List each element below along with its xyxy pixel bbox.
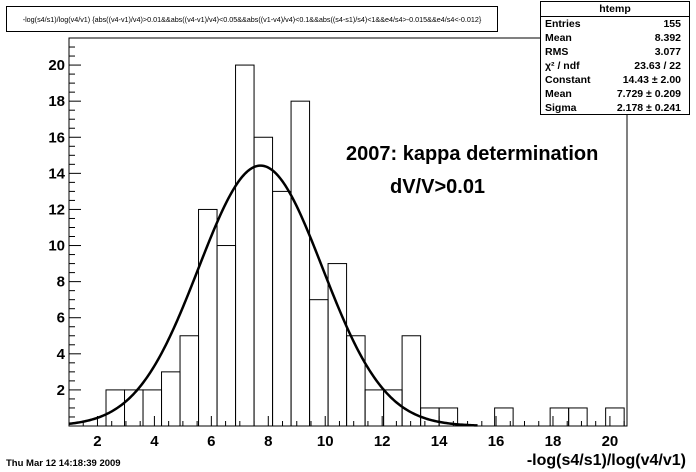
histogram-bin (142, 389, 163, 427)
x-tick-label: 4 (150, 433, 159, 450)
y-tick-label: 16 (48, 129, 65, 146)
stats-value: 8.392 (654, 32, 681, 44)
annotation-kappa: 2007: kappa determination (346, 143, 599, 165)
histogram-bin (290, 100, 311, 427)
annotation-dv-cut: dV/V>0.01 (390, 176, 486, 198)
histogram-bin (438, 407, 459, 427)
x-axis-title: -log(s4/s1)/log(v4/v1) (526, 452, 686, 469)
y-axis-ticks: 2 4 6 8 10 12 14 16 18 20 (48, 37, 81, 418)
histogram-bin (346, 335, 366, 427)
histogram-bars (105, 64, 625, 427)
stats-label: Entries (545, 18, 581, 30)
stats-value: 2.178 ± 0.241 (616, 102, 681, 114)
stats-box-title: htemp (541, 2, 689, 17)
stats-row-fit-mean: Mean 7.729 ± 0.209 (541, 87, 689, 101)
stats-row-chi2: χ² / ndf 23.63 / 22 (541, 59, 689, 73)
histogram-bin (401, 335, 422, 427)
y-tick-label: 10 (48, 238, 65, 255)
gaussian-fit-curve (68, 164, 478, 427)
y-tick-label: 4 (57, 346, 66, 363)
stats-row-rms: RMS 3.077 (541, 45, 689, 59)
x-tick-label: 14 (431, 433, 448, 450)
stats-value: 14.43 ± 2.00 (622, 74, 681, 86)
stats-label: Mean (545, 32, 572, 44)
histogram-bin (605, 407, 625, 427)
stats-label: χ² / ndf (545, 60, 580, 72)
stats-row-entries: Entries 155 (541, 17, 689, 31)
y-tick-label: 20 (48, 57, 65, 74)
histogram-bin (235, 64, 255, 427)
date-stamp: Thu Mar 12 14:18:39 2009 (6, 458, 121, 469)
histogram-bin (568, 407, 588, 427)
y-tick-label: 18 (48, 93, 65, 110)
x-tick-label: 18 (545, 433, 562, 450)
stats-row-mean: Mean 8.392 (541, 31, 689, 45)
x-tick-label: 10 (317, 433, 334, 450)
cut-expression-title: -log(s4/s1)/log(v4/v1) {abs((v4-v1)/v4)>… (6, 6, 498, 32)
histogram-bin (216, 245, 237, 427)
y-tick-label: 6 (57, 310, 65, 327)
y-tick-label: 12 (48, 201, 65, 218)
stats-value: 7.729 ± 0.209 (616, 88, 681, 100)
histogram-bin (364, 389, 385, 427)
stats-row-sigma: Sigma 2.178 ± 0.241 (541, 101, 689, 115)
stats-value: 3.077 (654, 46, 681, 58)
stats-label: Sigma (545, 102, 577, 114)
statistics-box: htemp Entries 155 Mean 8.392 RMS 3.077 χ… (540, 1, 690, 115)
x-tick-label: 12 (374, 433, 391, 450)
y-tick-label: 8 (57, 274, 65, 291)
stats-label: RMS (545, 46, 569, 58)
x-tick-label: 8 (264, 433, 272, 450)
x-tick-label: 20 (602, 433, 619, 450)
stats-value: 155 (663, 18, 681, 30)
stats-label: Mean (545, 88, 572, 100)
histogram-bin (272, 190, 292, 427)
x-tick-label: 16 (488, 433, 505, 450)
histogram-bin (179, 335, 200, 427)
histogram-bin (494, 407, 514, 427)
x-tick-label: 2 (93, 433, 101, 450)
histogram-bin (253, 136, 274, 427)
y-tick-label: 14 (48, 165, 65, 182)
x-axis-ticks: 2 4 6 8 10 12 14 16 18 20 (68, 416, 625, 450)
x-tick-label: 6 (207, 433, 215, 450)
stats-row-constant: Constant 14.43 ± 2.00 (541, 73, 689, 87)
histogram-bin (383, 389, 403, 427)
stats-label: Constant (545, 74, 591, 86)
stats-value: 23.63 / 22 (634, 60, 681, 72)
histogram-bin (309, 299, 329, 427)
histogram-bin (161, 371, 181, 427)
y-tick-label: 2 (57, 382, 65, 399)
